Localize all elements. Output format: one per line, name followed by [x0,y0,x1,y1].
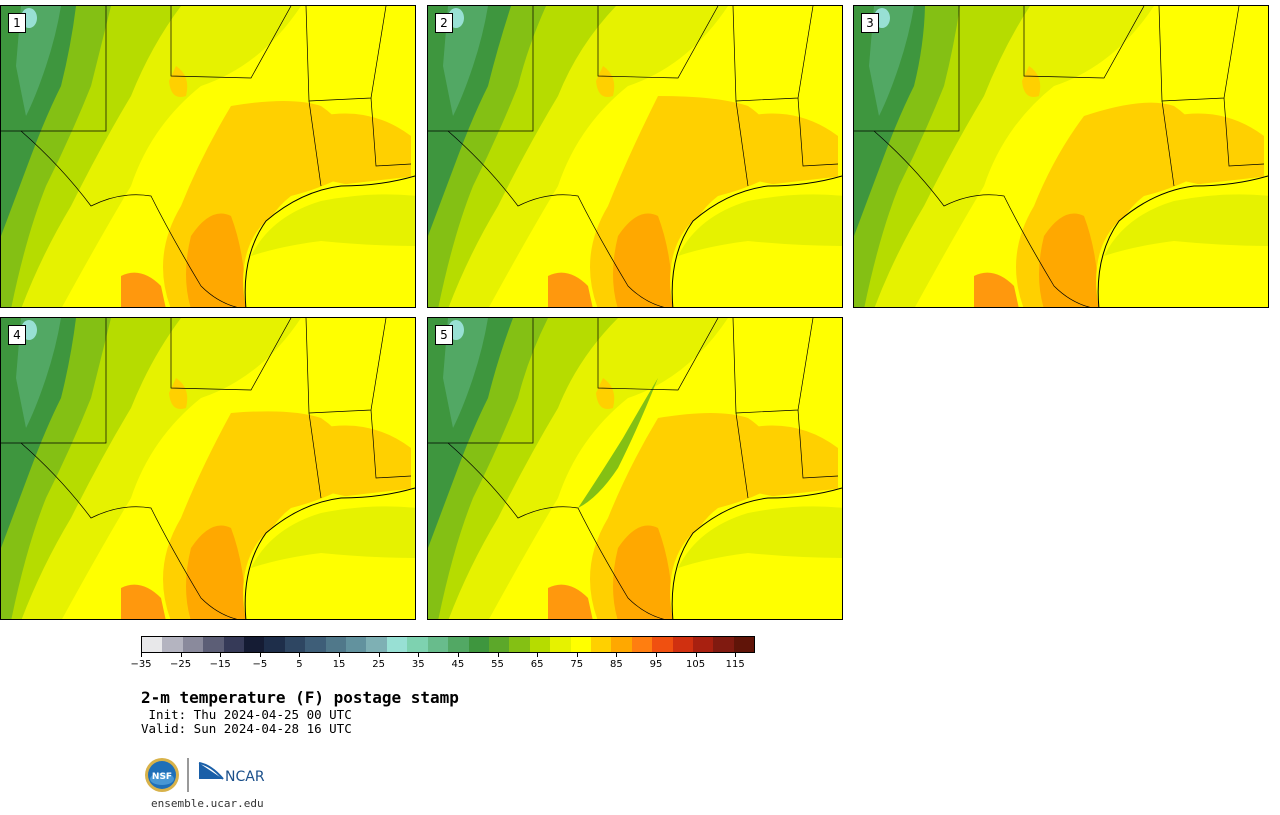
colorbar-swatch [244,637,265,652]
colorbar-tick-label: 85 [609,659,623,670]
colorbar-swatch [611,637,632,652]
colorbar-tick [537,653,539,657]
colorbar-swatch [407,637,428,652]
colorbar-tick [695,653,697,657]
colorbar-swatch [325,637,347,652]
map-panel-4: 4 [0,317,416,620]
colorbar-tick-label: 25 [372,659,386,670]
colorbar-swatch [468,637,489,652]
colorbar-swatch [346,637,367,652]
colorbar-swatch [509,637,530,652]
colorbar-tick-label: −15 [209,659,231,670]
colorbar-tick [141,653,142,657]
colorbar-swatch [692,637,714,652]
colorbar-tick [576,653,578,657]
colorbar-swatch [162,637,183,652]
colorbar-swatch [448,637,469,652]
colorbar-tick-label: −35 [130,659,152,670]
colorbar-tick [259,653,261,657]
colorbar-swatch [590,637,612,652]
colorbar-tick-label: −5 [252,659,268,670]
colorbar-tick [339,653,341,657]
colorbar-swatch [652,637,673,652]
colorbar-swatch [631,637,653,652]
colorbar-tick [299,653,301,657]
colorbar-swatch [305,637,326,652]
colorbar-tick [497,653,499,657]
member-label: 4 [8,325,26,345]
colorbar-tick-label: 5 [296,659,303,670]
temperature-map [1,318,415,619]
sponsor-logos: NSF NCAR [145,758,265,792]
valid-time: Valid: Sun 2024-04-28 16 UTC [141,721,352,736]
colorbar-swatch [182,637,204,652]
colorbar-tick [616,653,618,657]
colorbar-tick [220,653,222,657]
colorbar-swatch [203,637,224,652]
colorbar-tick-label: 15 [332,659,346,670]
colorbar-swatch [142,637,163,652]
colorbar-tick-label: 105 [686,659,706,670]
map-panel-1: 1 [0,5,416,308]
colorbar-tick-label: 55 [491,659,504,670]
map-panel-2: 2 [427,5,843,308]
svg-text:NCAR: NCAR [225,769,265,785]
nsf-logo-icon: NSF [145,758,179,792]
colorbar-tick [655,653,657,657]
member-label: 1 [8,13,26,33]
colorbar-swatch [488,637,510,652]
member-label: 3 [861,13,879,33]
map-panel-3: 3 [853,5,1269,308]
colorbar-swatch [284,637,306,652]
init-time: Init: Thu 2024-04-25 00 UTC [141,707,352,722]
colorbar-tick [180,653,182,657]
colorbar-swatch [570,637,591,652]
colorbar-tick-label: 75 [570,659,584,670]
colorbar-swatch [427,637,449,652]
svg-text:NSF: NSF [152,772,172,782]
colorbar-swatch [223,637,245,652]
temperature-map [428,318,842,619]
colorbar-tick-label: 95 [649,659,663,670]
colorbar-swatch [264,637,285,652]
colorbar-swatch [386,637,408,652]
member-label: 5 [435,325,453,345]
colorbar-tick-label: 35 [411,659,425,670]
colorbar-swatch [366,637,387,652]
site-url: ensemble.ucar.edu [151,797,264,810]
colorbar-swatch [550,637,571,652]
colorbar-tick [457,653,459,657]
colorbar-tick-label: 45 [451,659,465,670]
temperature-map [854,6,1268,307]
colorbar-tick [378,653,380,657]
member-label: 2 [435,13,453,33]
colorbar-ticks: −35 −25 −15 −5 5 15 25 35 45 55 65 75 85 95 105 115 [130,653,755,673]
colorbar-tick [418,653,420,657]
colorbar-tick-label: −25 [170,659,192,670]
colorbar-swatch [713,637,734,652]
map-panel-5: 5 [427,317,843,620]
colorbar-swatch [672,637,693,652]
figure-title: 2-m temperature (F) postage stamp [141,688,459,707]
temperature-map [1,6,415,307]
colorbar-swatch [733,637,755,652]
temperature-map [428,6,842,307]
colorbar-tick [735,653,737,657]
colorbar-swatch [529,637,551,652]
colorbar-tick-label: 65 [530,659,544,670]
colorbar [141,636,755,653]
colorbar-tick-label: 115 [725,659,745,670]
ncar-logo-icon: NCAR [198,762,265,785]
